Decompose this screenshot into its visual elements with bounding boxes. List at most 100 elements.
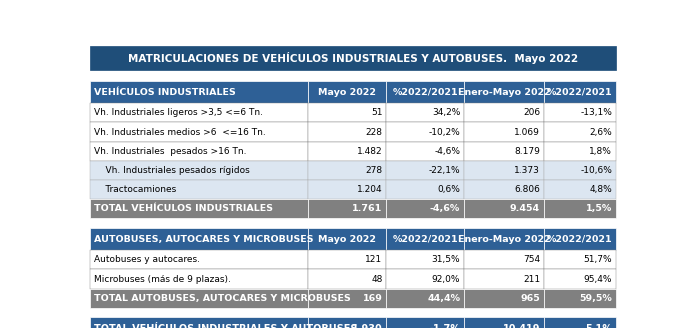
Bar	[90, 269, 309, 289]
Bar	[387, 269, 464, 289]
Text: 0,6%: 0,6%	[438, 185, 460, 194]
Text: Vh. Industriales pesados rígidos: Vh. Industriales pesados rígidos	[94, 166, 249, 175]
Bar	[544, 103, 616, 122]
Text: 6.806: 6.806	[514, 185, 540, 194]
Bar	[464, 142, 544, 161]
Bar	[544, 228, 616, 250]
Bar	[90, 318, 309, 328]
Text: 965: 965	[520, 294, 540, 303]
Bar	[309, 103, 387, 122]
Text: 2,6%: 2,6%	[589, 128, 612, 136]
Bar	[387, 180, 464, 199]
Bar	[90, 250, 309, 269]
Text: Enero-Mayo 2022: Enero-Mayo 2022	[457, 88, 551, 97]
Bar	[309, 81, 387, 103]
Text: 10.419: 10.419	[502, 323, 540, 328]
Bar	[464, 228, 544, 250]
Text: 211: 211	[523, 275, 540, 283]
Text: -10,6%: -10,6%	[580, 166, 612, 175]
Text: 92,0%: 92,0%	[432, 275, 460, 283]
Bar	[464, 289, 544, 308]
Text: Vh. Industriales medios >6  <=16 Tn.: Vh. Industriales medios >6 <=16 Tn.	[94, 128, 265, 136]
Text: 31,5%: 31,5%	[431, 255, 460, 264]
Bar	[90, 142, 309, 161]
Bar	[464, 103, 544, 122]
Bar	[90, 289, 309, 308]
Text: %2022/2021: %2022/2021	[392, 235, 458, 244]
Text: TOTAL AUTOBUSES, AUTOCARES Y MICROBUSES: TOTAL AUTOBUSES, AUTOCARES Y MICROBUSES	[94, 294, 350, 303]
Text: -13,1%: -13,1%	[580, 108, 612, 117]
Text: 278: 278	[365, 166, 382, 175]
Bar	[544, 318, 616, 328]
Text: 44,4%: 44,4%	[427, 294, 460, 303]
Bar	[387, 289, 464, 308]
Bar	[544, 81, 616, 103]
Text: -1,7%: -1,7%	[429, 323, 460, 328]
Text: 1.373: 1.373	[514, 166, 540, 175]
Text: -4,6%: -4,6%	[430, 204, 460, 213]
Bar	[464, 199, 544, 218]
Text: Vh. Industriales ligeros >3,5 <=6 Tn.: Vh. Industriales ligeros >3,5 <=6 Tn.	[94, 108, 263, 117]
Bar	[464, 269, 544, 289]
Bar	[90, 122, 309, 142]
Bar	[90, 103, 309, 122]
Text: Autobuses y autocares.: Autobuses y autocares.	[94, 255, 200, 264]
Bar	[387, 199, 464, 218]
Bar	[544, 122, 616, 142]
Text: 206: 206	[523, 108, 540, 117]
Text: 8.179: 8.179	[514, 147, 540, 156]
Bar	[464, 250, 544, 269]
Text: Mayo 2022: Mayo 2022	[318, 88, 376, 97]
Bar	[464, 81, 544, 103]
Text: 9.454: 9.454	[510, 204, 540, 213]
Text: 51,7%: 51,7%	[584, 255, 612, 264]
Bar	[464, 318, 544, 328]
Bar	[464, 122, 544, 142]
Text: 5,1%: 5,1%	[585, 323, 612, 328]
Bar	[544, 199, 616, 218]
Bar	[387, 142, 464, 161]
Bar	[387, 81, 464, 103]
Text: Enero-Mayo 2022: Enero-Mayo 2022	[457, 235, 551, 244]
Bar	[387, 122, 464, 142]
Bar	[90, 46, 616, 70]
Bar	[464, 161, 544, 180]
Bar	[90, 180, 309, 199]
Text: 34,2%: 34,2%	[432, 108, 460, 117]
Bar	[309, 318, 387, 328]
Bar	[544, 250, 616, 269]
Text: 1.069: 1.069	[514, 128, 540, 136]
Bar	[387, 250, 464, 269]
Text: VEHÍCULOS INDUSTRIALES: VEHÍCULOS INDUSTRIALES	[94, 88, 236, 97]
Text: 1,8%: 1,8%	[589, 147, 612, 156]
Bar	[309, 122, 387, 142]
Text: 1.482: 1.482	[357, 147, 382, 156]
Text: -4,6%: -4,6%	[434, 147, 460, 156]
Text: Mayo 2022: Mayo 2022	[318, 235, 376, 244]
Text: Tractocamiones: Tractocamiones	[94, 185, 176, 194]
Text: 1.204: 1.204	[357, 185, 382, 194]
Bar	[90, 199, 309, 218]
Bar	[309, 269, 387, 289]
Bar	[387, 103, 464, 122]
Text: 169: 169	[362, 294, 382, 303]
Text: 228: 228	[365, 128, 382, 136]
Bar	[544, 161, 616, 180]
Bar	[90, 228, 309, 250]
Text: 1,5%: 1,5%	[586, 204, 612, 213]
Bar	[309, 289, 387, 308]
Bar	[544, 180, 616, 199]
Text: MATRICULACIONES DE VEHÍCULOS INDUSTRIALES Y AUTOBUSES.  Mayo 2022: MATRICULACIONES DE VEHÍCULOS INDUSTRIALE…	[128, 52, 578, 64]
Text: Microbuses (más de 9 plazas).: Microbuses (más de 9 plazas).	[94, 275, 231, 283]
Text: 1.930: 1.930	[351, 323, 382, 328]
Bar	[309, 142, 387, 161]
Bar	[387, 161, 464, 180]
Text: 48: 48	[371, 275, 382, 283]
Text: 754: 754	[523, 255, 540, 264]
Text: %2022/2021: %2022/2021	[547, 88, 613, 97]
Bar	[90, 81, 309, 103]
Text: -10,2%: -10,2%	[429, 128, 460, 136]
Text: 59,5%: 59,5%	[579, 294, 612, 303]
Text: %2022/2021: %2022/2021	[547, 235, 613, 244]
Text: %2022/2021: %2022/2021	[392, 88, 458, 97]
